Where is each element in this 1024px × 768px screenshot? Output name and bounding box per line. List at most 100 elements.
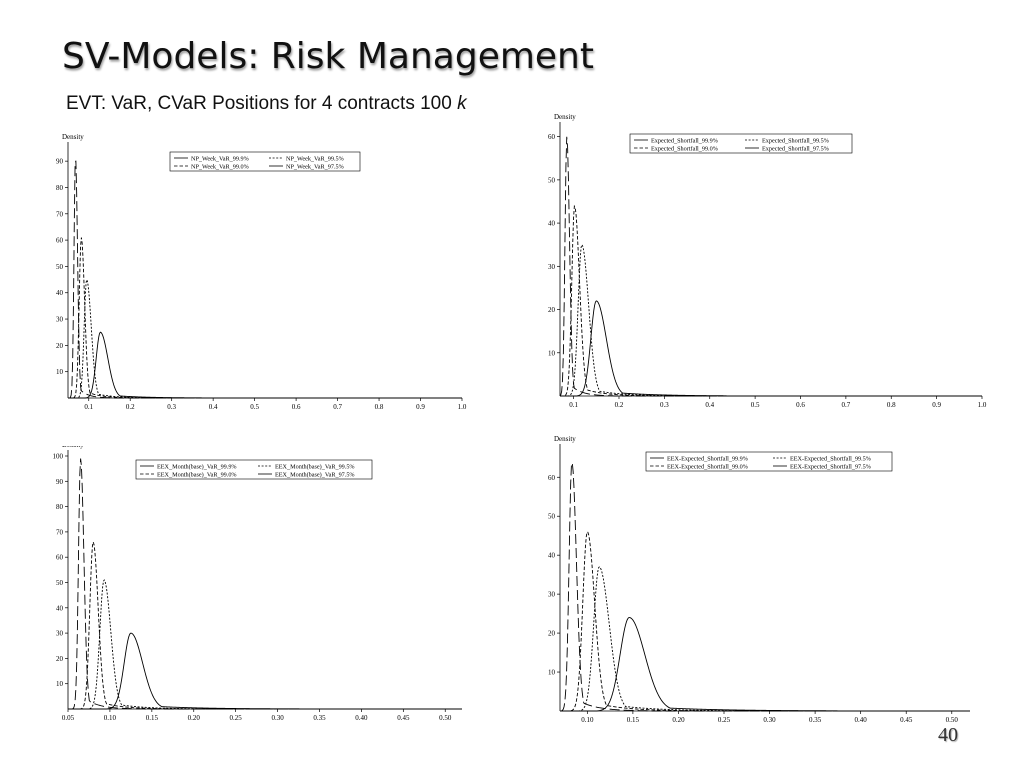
legend-entry: Expected_Shortfall_97.5%: [762, 145, 829, 152]
y-axis-label: Density: [62, 133, 84, 141]
x-tick-label: 0.50: [439, 714, 452, 722]
subtitle-unit: k: [457, 93, 467, 114]
series-line: [560, 204, 982, 397]
legend-entry: EEX-Expected_Shortfall_99.5%: [790, 455, 871, 462]
y-tick-label: 50: [548, 513, 556, 521]
x-tick-label: 1.0: [978, 401, 987, 409]
x-tick-label: 0.6: [292, 403, 301, 411]
legend-entry: EEX_Month(base)_VaR_99.9%: [157, 463, 237, 470]
y-tick-label: 60: [548, 133, 556, 141]
y-tick-label: 30: [56, 630, 64, 638]
slide-title: SV-Models: Risk Management: [62, 36, 594, 77]
x-tick-label: 0.40: [355, 714, 368, 722]
series-line: [559, 136, 982, 397]
legend: Expected_Shortfall_99.9% Expected_Shortfa…: [629, 133, 853, 154]
subtitle-text: EVT: VaR, CVaR Positions for 4 contracts…: [66, 93, 452, 114]
x-tick-label: 0.3: [660, 401, 669, 409]
x-tick-label: 0.8: [375, 403, 384, 411]
x-tick-label: 0.40: [855, 716, 868, 724]
series-line: [68, 458, 462, 710]
legend-entry: EEX-Expected_Shortfall_99.9%: [667, 455, 748, 462]
page-number: 40: [938, 724, 958, 746]
x-tick-label: 0.50: [946, 716, 959, 724]
y-tick-label: 80: [56, 184, 64, 192]
legend-entry: EEX-Expected_Shortfall_97.5%: [790, 463, 871, 470]
x-tick-label: 0.45: [397, 714, 410, 722]
y-tick-label: 10: [548, 669, 556, 677]
y-tick-label: 10: [548, 349, 556, 357]
x-tick-label: 0.9: [416, 403, 425, 411]
y-tick-label: 60: [56, 554, 64, 562]
x-tick-label: 0.30: [763, 716, 776, 724]
y-axis-label: Density: [62, 446, 84, 449]
series-line: [560, 300, 982, 397]
series-line: [68, 160, 462, 399]
chart-svg: Density 0.05 0.10 0.15 0.20 0.25 0.30 0.35 0.40 0…: [53, 446, 462, 722]
x-tick-label: 0.7: [841, 401, 850, 409]
x-tick-label: 0.20: [672, 716, 685, 724]
series-line: [68, 278, 462, 399]
y-tick-label: 20: [548, 306, 556, 314]
y-tick-label: 40: [548, 552, 556, 560]
y-tick-label: 50: [548, 176, 556, 184]
y-tick-label: 30: [56, 316, 64, 324]
x-tick-label: 0.15: [146, 714, 159, 722]
series-line: [560, 566, 970, 712]
series-line: [560, 243, 982, 397]
x-tick-label: 0.1: [84, 403, 93, 411]
y-tick-label: 70: [56, 210, 64, 218]
y-tick-label: 20: [548, 630, 556, 638]
legend: EEX-Expected_Shortfall_99.9% EEX-Expected…: [645, 451, 893, 472]
x-tick-label: 0.2: [615, 401, 624, 409]
x-tick-label: 0.9: [932, 401, 941, 409]
x-tick-label: 0.25: [718, 716, 731, 724]
y-tick-label: 80: [56, 503, 64, 511]
y-tick-label: 60: [548, 474, 556, 482]
y-axis-label: Density: [554, 435, 576, 443]
chart-svg: Density 0.1 0.2 0.3 0.4 0.5 0.6 0.7 0.8 0.9 1.0 10 2…: [56, 133, 467, 411]
chart-eex-month-var: Density 0.05 0.10 0.15 0.20 0.25 0.30 0.35 0.40 0…: [40, 446, 470, 726]
legend-entry: NP_Week_VaR_99.5%: [286, 155, 344, 162]
legend-entry: NP_Week_VaR_99.0%: [191, 163, 249, 170]
legend-entry: EEX-Expected_Shortfall_99.0%: [667, 463, 748, 470]
chart-expected-shortfall: Density 0.1 0.2 0.3 0.4 0.5 0.6 0.7 0.8 0.9 1.0 10 2…: [530, 112, 990, 412]
x-tick-label: 0.35: [313, 714, 326, 722]
x-tick-label: 0.05: [62, 714, 75, 722]
y-tick-label: 20: [56, 342, 64, 350]
x-tick-label: 0.6: [796, 401, 805, 409]
y-tick-label: 40: [56, 289, 64, 297]
legend: EEX_Month(base)_VaR_99.9% EEX_Month(base)…: [135, 459, 373, 480]
y-tick-label: 100: [53, 453, 64, 461]
y-tick-label: 20: [56, 655, 64, 663]
series-line: [68, 632, 462, 710]
chart-np-week-var: Density 0.1 0.2 0.3 0.4 0.5 0.6 0.7 0.8 0.9 1.0 10 2…: [40, 132, 470, 417]
legend-box: [169, 151, 361, 172]
y-tick-label: 50: [56, 263, 64, 271]
legend-entry: EEX_Month(base)_VaR_99.5%: [275, 463, 355, 470]
chart-svg: Density 0.10 0.15 0.20 0.25 0.30 0.35 0.40 0.45 0…: [548, 435, 970, 724]
x-tick-label: 0.1: [569, 401, 578, 409]
x-tick-label: 0.10: [581, 716, 594, 724]
x-tick-label: 0.5: [250, 403, 259, 411]
legend-box: [645, 451, 893, 472]
x-tick-label: 0.4: [209, 403, 218, 411]
legend-entry: NP_Week_VaR_99.9%: [191, 155, 249, 162]
legend-entry: Expected_Shortfall_99.0%: [651, 145, 718, 152]
y-tick-label: 90: [56, 158, 64, 166]
legend: NP_Week_VaR_99.9% NP_Week_VaR_99.5%NP_Wee…: [169, 151, 361, 172]
y-tick-label: 10: [56, 680, 64, 688]
series-line: [68, 540, 462, 710]
legend-entry: NP_Week_VaR_97.5%: [286, 163, 344, 170]
series-line: [68, 237, 462, 399]
y-tick-label: 50: [56, 579, 64, 587]
series-line: [560, 531, 970, 712]
x-tick-label: 0.35: [809, 716, 822, 724]
y-tick-label: 30: [548, 263, 556, 271]
legend-box: [135, 459, 373, 480]
x-tick-label: 0.5: [751, 401, 760, 409]
series-line: [560, 461, 970, 712]
x-tick-label: 0.45: [900, 716, 913, 724]
series-line: [68, 331, 462, 399]
x-tick-label: 1.0: [458, 403, 467, 411]
chart-svg: Density 0.1 0.2 0.3 0.4 0.5 0.6 0.7 0.8 0.9 1.0 10 2…: [548, 113, 987, 409]
